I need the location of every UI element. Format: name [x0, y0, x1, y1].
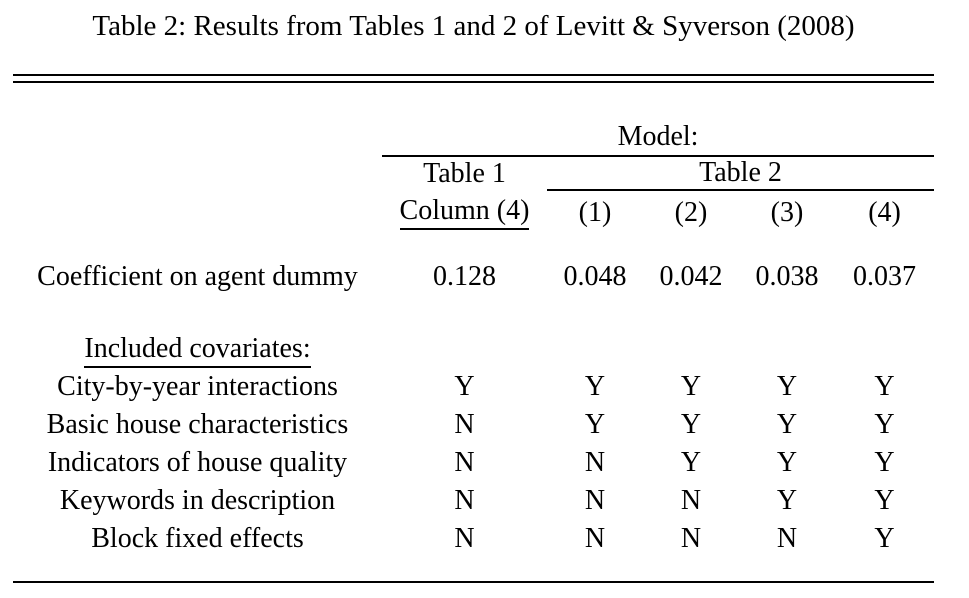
value-cell: Y [776, 409, 798, 440]
value-cell: N [680, 485, 702, 516]
bottom-rule [13, 581, 934, 583]
table-caption: Table 2: Results from Tables 1 and 2 of … [92, 10, 855, 42]
value-cell: Y [680, 409, 702, 440]
table-row-coefficient: Coefficient on agent dummy 0.128 0.048 0… [13, 257, 934, 297]
table-row-covariate: Basic house characteristics N Y Y Y Y [13, 406, 934, 444]
empty-cell [835, 333, 934, 368]
column4-header: Column (4) [382, 190, 547, 235]
table-row-group-headers: Table 1 Table 2 [13, 156, 935, 191]
empty-cell [382, 333, 547, 368]
col-header-4: (4) [868, 197, 901, 228]
table2-group-header: Table 2 [547, 156, 935, 191]
value-cell: Y [874, 409, 895, 440]
spacer-row [13, 297, 934, 333]
row-label-covariate: Keywords in description [59, 485, 336, 516]
value-cell: N [454, 485, 475, 516]
col-header-2: (2) [674, 197, 708, 228]
table2-group-label: Table 2 [699, 157, 782, 188]
value-cell: N [584, 523, 606, 554]
empty-cell [547, 333, 643, 368]
empty-cell [13, 190, 382, 235]
table-row-section-header: Included covariates: [13, 333, 934, 368]
empty-cell [13, 156, 382, 190]
col-header-3: (3) [770, 197, 804, 228]
value-cell: Y [874, 371, 895, 402]
value-cell: 0.037 [853, 261, 917, 292]
table-row-column-headers: Column (4) (1) (2) (3) (4) [13, 190, 934, 235]
value-cell: N [454, 447, 475, 478]
value-cell: Y [776, 371, 798, 402]
value-cell: Y [584, 409, 606, 440]
section-label-included-covariates: Included covariates: [13, 333, 382, 368]
column4-header-label: Column (4) [399, 196, 530, 230]
value-cell: Y [776, 447, 798, 478]
value-cell: Y [874, 447, 895, 478]
value-cell: N [454, 409, 475, 440]
model-header-cell: Model: [382, 112, 935, 157]
row-label-covariate: City-by-year interactions [57, 371, 338, 402]
spacer-row [13, 235, 934, 257]
model-label: Model: [617, 121, 699, 152]
top-double-rule-upper [13, 74, 934, 76]
value-cell: Y [454, 371, 475, 402]
section-label-text: Included covariates: [84, 334, 311, 368]
row-label-covariate: Block fixed effects [91, 523, 304, 554]
value-cell: Y [874, 485, 895, 516]
spacer-cell [13, 297, 934, 333]
table-row-covariate: City-by-year interactions Y Y Y Y Y [13, 368, 934, 406]
value-cell: 0.048 [563, 261, 627, 292]
table-row-covariate: Keywords in description N N N Y Y [13, 482, 934, 520]
value-cell: Y [776, 485, 798, 516]
value-cell: N [454, 523, 475, 554]
value-cell: 0.038 [755, 261, 819, 292]
table-row-model-header: Model: [13, 112, 935, 157]
empty-cell [739, 333, 835, 368]
empty-cell [13, 112, 382, 156]
value-cell: N [584, 485, 606, 516]
value-cell: Y [680, 371, 702, 402]
value-cell: Y [584, 371, 606, 402]
value-cell: 0.042 [659, 261, 723, 292]
top-double-rule-lower [13, 81, 934, 83]
value-cell: N [680, 523, 702, 554]
row-label-covariate: Indicators of house quality [47, 447, 348, 478]
value-cell: Y [680, 447, 702, 478]
results-table: Model: Table 1 Table 2 Column (4) (1) (2… [13, 112, 935, 558]
row-label-coefficient: Coefficient on agent dummy [37, 261, 358, 292]
col-header-1: (1) [578, 197, 612, 228]
spacer-cell [13, 235, 934, 257]
empty-cell [643, 333, 739, 368]
row-label-covariate: Basic house characteristics [46, 409, 349, 440]
table-row-covariate: Indicators of house quality N N Y Y Y [13, 444, 934, 482]
table-row-covariate: Block fixed effects N N N N Y [13, 520, 934, 558]
value-cell: N [776, 523, 798, 554]
value-cell: N [584, 447, 606, 478]
value-cell: Y [874, 523, 895, 554]
table1-group-header: Table 1 [423, 157, 506, 189]
value-cell: 0.128 [433, 261, 496, 292]
